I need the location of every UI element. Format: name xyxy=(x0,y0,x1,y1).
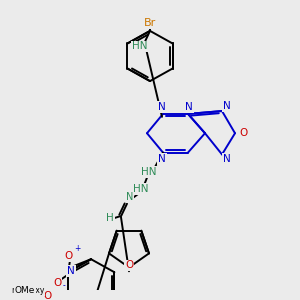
Text: N: N xyxy=(223,154,231,164)
Text: N: N xyxy=(126,192,134,202)
Text: H: H xyxy=(106,213,114,223)
Text: O: O xyxy=(125,260,133,271)
Text: Br: Br xyxy=(144,18,156,28)
Text: N: N xyxy=(223,101,231,111)
Text: N: N xyxy=(185,102,193,112)
Text: O: O xyxy=(239,128,247,138)
Text: N: N xyxy=(67,266,75,276)
Text: OMe: OMe xyxy=(14,286,35,295)
Text: -: - xyxy=(63,281,66,290)
Text: O: O xyxy=(53,278,61,288)
Text: N: N xyxy=(158,154,166,164)
Text: +: + xyxy=(74,244,80,253)
Text: O: O xyxy=(64,251,72,261)
Text: HN: HN xyxy=(141,167,157,177)
Text: N: N xyxy=(158,102,166,112)
Text: HN: HN xyxy=(133,184,149,194)
Text: methoxy: methoxy xyxy=(11,286,44,295)
Text: HN: HN xyxy=(132,41,148,51)
Text: O: O xyxy=(44,291,52,300)
